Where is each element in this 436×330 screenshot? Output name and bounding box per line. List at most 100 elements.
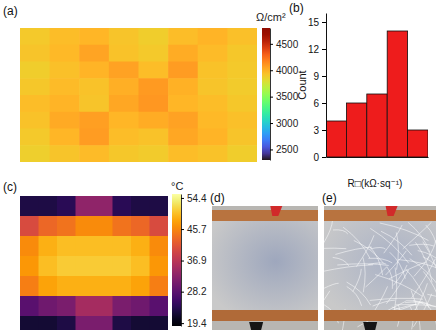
heat-cell [109, 78, 139, 95]
heat-cell [20, 78, 50, 95]
bar [346, 103, 366, 157]
fiber [403, 222, 432, 249]
heat-cell [20, 256, 39, 277]
panel-label: (e) [322, 191, 337, 205]
copper-electrode [324, 210, 436, 221]
colorbar-tick-mark [181, 261, 184, 262]
heat-cell [20, 129, 50, 146]
heat-cell [168, 145, 198, 162]
heat-cell [109, 45, 139, 62]
film [324, 220, 436, 312]
heat-cell [39, 316, 58, 330]
heat-cell [79, 62, 109, 79]
heat-cell [150, 216, 169, 237]
fiber [347, 287, 362, 306]
fiber [389, 262, 426, 279]
y-tick: 0 [313, 152, 326, 163]
heat-cell [39, 276, 58, 297]
heat-cell [94, 216, 113, 237]
heat-cell [79, 95, 109, 112]
bars [326, 31, 428, 157]
colorbar-label: °C [171, 180, 183, 192]
clip-black [363, 322, 377, 330]
colorbar-tick-mark [270, 44, 273, 45]
fiber [369, 246, 382, 275]
colorbar [172, 194, 181, 326]
clip-red [386, 206, 398, 216]
heat-cell [94, 296, 113, 317]
heat-cell [113, 196, 132, 217]
y-tick-mark [322, 130, 326, 131]
heat-cell [198, 95, 228, 112]
colorbar-axis: 25003000350040004500 [270, 29, 299, 161]
bar [367, 94, 387, 157]
clip-red [270, 206, 282, 216]
fiber [343, 227, 370, 258]
colorbar-axis-line [270, 29, 271, 161]
heat-cell [76, 196, 95, 217]
panel-label: (a) [3, 4, 18, 18]
heat-cell [20, 95, 50, 112]
heat-cell [76, 276, 95, 297]
photo-background [212, 206, 318, 330]
heat-cell [227, 95, 257, 112]
heat-cell [198, 45, 228, 62]
y-tick-mark [322, 157, 326, 158]
heat-cell [39, 236, 58, 257]
fiber [426, 225, 436, 251]
colorbar-tick: 45.7 [181, 224, 207, 235]
colorbar-tick-label: 3000 [276, 118, 299, 129]
heat-cell [227, 28, 257, 45]
bar [326, 121, 346, 157]
fiber [373, 300, 395, 306]
fiber [353, 269, 362, 292]
clip-black [249, 322, 263, 330]
heat-cell [50, 112, 80, 129]
heat-cell [50, 95, 80, 112]
colorbar-tick: 36.9 [181, 255, 207, 266]
bar [408, 130, 428, 157]
heat-cell [227, 112, 257, 129]
fiber [414, 256, 429, 276]
fiber [354, 240, 384, 263]
heat-cell [57, 196, 76, 217]
bar [387, 31, 407, 157]
heat-cell [198, 62, 228, 79]
heat-cell [109, 145, 139, 162]
colorbar [262, 28, 270, 160]
fiber [411, 259, 435, 298]
heat-cell [94, 236, 113, 257]
heat-cell [150, 256, 169, 277]
fiber [356, 235, 374, 266]
heat-cell [139, 95, 169, 112]
heat-cell [57, 276, 76, 297]
heat-cell [198, 129, 228, 146]
heat-cell [113, 276, 132, 297]
heat-cell [79, 129, 109, 146]
heat-cell [50, 145, 80, 162]
y-tick: 3 [313, 125, 326, 136]
heat-cell [76, 256, 95, 277]
heat-cell [20, 45, 50, 62]
heat-cell [113, 256, 132, 277]
colorbar-tick-label: 4500 [276, 39, 299, 50]
heat-cell [57, 296, 76, 317]
colorbar-axis-line [181, 195, 182, 327]
heat-cell [150, 296, 169, 317]
colorbar-tick-mark [181, 292, 184, 293]
colorbar-tick-mark [270, 149, 273, 150]
fiber [409, 244, 434, 246]
fiber [324, 283, 339, 288]
heat-cell [20, 28, 50, 45]
heat-cell [131, 196, 150, 217]
heat-cell [20, 145, 50, 162]
heat-cell [57, 256, 76, 277]
colorbar-tick: 4000 [270, 65, 299, 76]
y-tick: 6 [313, 98, 326, 109]
x-axis [327, 157, 429, 158]
colorbar-tick-mark [270, 123, 273, 124]
heat-cell [139, 62, 169, 79]
colorbar-tick-label: 2500 [276, 144, 299, 155]
y-tick: 15 [308, 17, 326, 28]
heat-cell [94, 256, 113, 277]
